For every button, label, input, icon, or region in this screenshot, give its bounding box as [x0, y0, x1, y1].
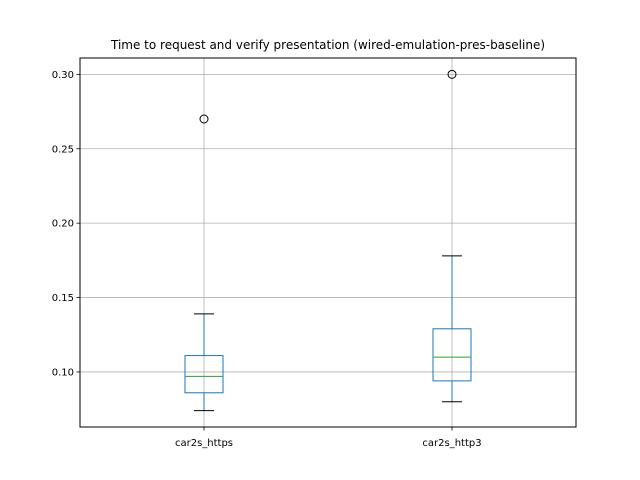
box-body: [184, 355, 224, 394]
box-car2s_http3: [432, 69, 472, 403]
y-tick-label: 0.30: [52, 70, 74, 81]
y-tick-label: 0.25: [52, 144, 74, 155]
y-tick-label: 0.10: [52, 367, 74, 378]
plot-frame: [79, 57, 577, 428]
chart-title: Time to request and verify presentation …: [110, 38, 545, 52]
outlier-point: [447, 69, 457, 79]
y-tick-label: 0.20: [52, 219, 74, 230]
box-body: [432, 328, 472, 382]
boxes: [184, 69, 472, 412]
grid-lines: [80, 58, 576, 427]
y-tick-label: 0.15: [52, 293, 74, 304]
box-car2s_https: [184, 114, 224, 412]
axis-ticks: 0.10 0.15 0.20 0.25 0.30 car2s_https car2s_htt…: [52, 70, 482, 449]
outlier-point: [199, 114, 209, 124]
x-tick-label: car2s_http3: [422, 438, 481, 449]
x-tick-label: car2s_https: [175, 438, 233, 449]
